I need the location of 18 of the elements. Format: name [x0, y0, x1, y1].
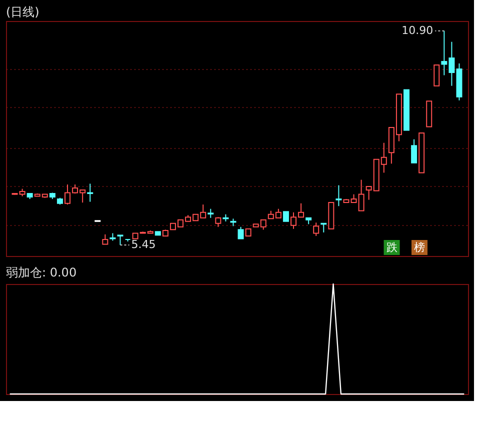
candlestick — [215, 216, 222, 228]
annotation: 10.90 — [402, 24, 434, 37]
annotation: 5.45 — [131, 238, 156, 251]
candlestick — [320, 222, 327, 233]
candlestick — [117, 234, 124, 246]
chart-title: (日线) — [6, 5, 40, 19]
annotation: 榜 — [414, 241, 425, 254]
candlestick — [87, 183, 94, 202]
candlestick — [282, 211, 289, 222]
candlestick — [336, 184, 342, 207]
candlestick — [411, 138, 418, 164]
candlestick — [238, 226, 244, 240]
candlestick — [434, 64, 440, 86]
candlestick — [102, 234, 108, 245]
candlestick — [208, 208, 214, 218]
candlestick — [313, 222, 320, 236]
annotation: 跌 — [386, 241, 398, 254]
chart-title: 弱加仓: 0.00 — [6, 265, 77, 280]
